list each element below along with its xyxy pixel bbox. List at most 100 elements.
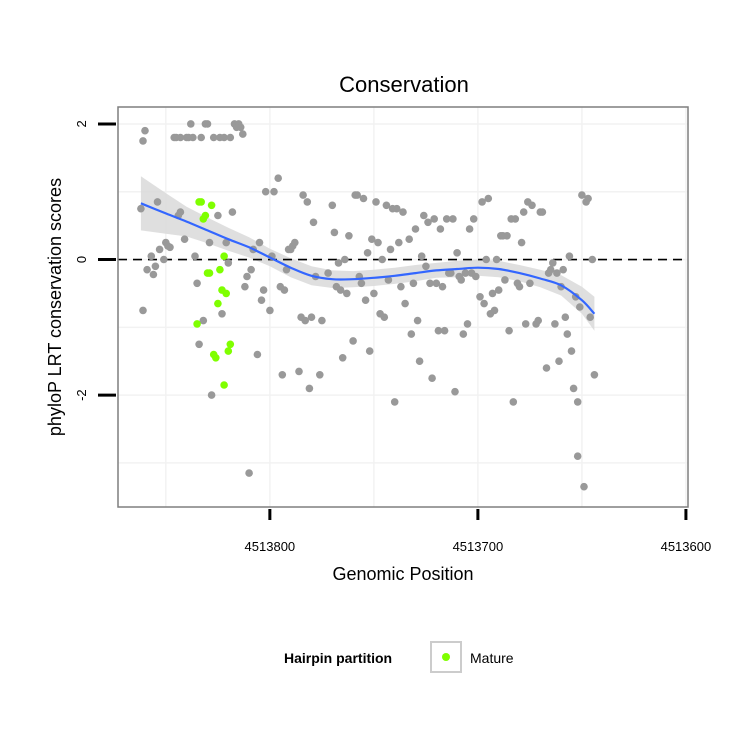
data-point-other [580, 482, 588, 491]
data-point-other [305, 384, 314, 393]
x-axis: 4513800 4513700 4513600 [245, 509, 711, 554]
data-point-other [197, 133, 205, 142]
data-point-other [203, 120, 212, 128]
data-point-other [472, 272, 480, 281]
data-point-other [563, 330, 572, 338]
data-point-other [224, 259, 233, 267]
data-point-other [422, 262, 430, 271]
data-point-other [542, 364, 551, 372]
data-point-other [434, 326, 443, 335]
data-point-other [241, 282, 249, 291]
data-point-other [430, 215, 439, 223]
data-point-other [409, 279, 418, 288]
data-point-other [191, 252, 199, 260]
data-point-other [266, 306, 274, 315]
data-point-other [278, 371, 287, 379]
data-point-other [573, 398, 582, 406]
data-point-mature [193, 320, 201, 328]
data-point-other [228, 208, 237, 216]
data-point-other [517, 238, 526, 247]
data-point-other [451, 387, 459, 396]
data-point-other [205, 238, 214, 247]
data-point-other [176, 208, 185, 216]
data-point-other [368, 235, 376, 243]
x-tick-label: 4513700 [453, 539, 504, 554]
data-point-other [436, 225, 445, 233]
data-point-other [243, 272, 251, 281]
data-point-other [390, 398, 399, 406]
data-point-other [505, 326, 513, 335]
y-tick-label: 0 [74, 256, 89, 263]
data-point-other [490, 306, 499, 315]
data-point-other [438, 282, 447, 291]
data-point-other [553, 269, 561, 277]
data-point-other [384, 276, 393, 284]
data-point-other [209, 133, 218, 142]
chart-title: Conservation [339, 72, 469, 97]
data-point-other [440, 326, 449, 335]
data-point-other [413, 316, 422, 325]
data-point-other [555, 357, 563, 366]
data-point-other [588, 255, 597, 264]
legend-key-box [430, 641, 462, 673]
data-point-other [482, 255, 491, 264]
data-point-other [214, 211, 222, 220]
data-point-other [147, 252, 156, 260]
data-point-other [515, 282, 524, 291]
data-point-mature [222, 289, 230, 298]
data-point-other [160, 255, 168, 264]
panel-background [118, 107, 688, 507]
data-point-other [226, 133, 235, 142]
data-point-other [401, 299, 409, 308]
data-point-mature [220, 252, 228, 260]
data-point-other [395, 238, 403, 247]
data-point-other [309, 218, 318, 227]
data-point-other [528, 201, 536, 210]
data-point-other [255, 238, 264, 247]
data-point-other [345, 232, 353, 240]
data-point-other [359, 194, 368, 203]
data-point-other [253, 350, 262, 359]
data-point-other [476, 293, 484, 301]
data-point-mature [212, 354, 220, 362]
data-point-other [245, 469, 253, 477]
legend-title: Hairpin partition [284, 650, 392, 666]
data-point-other [569, 384, 578, 393]
data-point-other [573, 452, 582, 461]
data-point-other [415, 357, 424, 366]
data-point-other [559, 265, 567, 274]
data-point-other [149, 270, 158, 279]
data-point-other [295, 367, 303, 376]
data-point-other [549, 259, 557, 267]
data-point-other [365, 347, 374, 355]
data-point-other [447, 269, 455, 277]
data-point-other [509, 398, 518, 406]
data-point-other [484, 194, 493, 203]
legend-key-dot [442, 653, 450, 661]
data-point-other [357, 279, 366, 288]
data-point-other [538, 208, 547, 216]
y-tick-label: 2 [74, 120, 89, 127]
plot-panel [117, 106, 689, 508]
data-point-other [453, 249, 461, 257]
data-point-other [349, 337, 357, 345]
data-point-other [511, 215, 520, 223]
data-point-other [270, 187, 278, 196]
data-point-other [393, 204, 401, 213]
data-point-other [488, 289, 497, 298]
data-point-other [372, 198, 380, 206]
data-point-other [239, 130, 247, 138]
data-point-other [465, 225, 474, 233]
data-point-other [199, 316, 208, 325]
data-point-other [307, 313, 316, 322]
data-point-other [274, 174, 283, 182]
data-point-other [584, 194, 592, 203]
data-point-other [195, 340, 203, 349]
data-point-other [151, 262, 160, 271]
x-axis-title: Genomic Position [332, 564, 473, 584]
panel-border [117, 106, 689, 508]
data-point-other [480, 299, 488, 308]
data-point-other [139, 137, 147, 145]
data-point-other [397, 282, 405, 291]
data-point-other [378, 255, 387, 264]
